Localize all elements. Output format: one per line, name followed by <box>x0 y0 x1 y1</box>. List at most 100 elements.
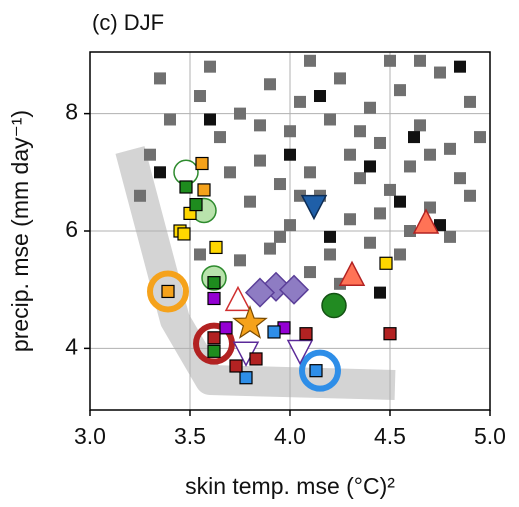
diamond-marker <box>278 274 310 305</box>
square-marker <box>179 180 193 194</box>
square-marker <box>264 78 276 91</box>
square-marker <box>274 178 286 191</box>
square-marker <box>177 227 191 241</box>
ring-marker <box>193 322 235 365</box>
square-marker <box>194 248 206 261</box>
triangle-marker <box>300 194 328 221</box>
y-tick-label: 6 <box>65 216 78 242</box>
square-marker <box>384 183 396 196</box>
marks <box>134 54 486 392</box>
square-marker <box>434 66 446 79</box>
square-marker <box>324 248 336 261</box>
x-tick-label: 3.0 <box>74 423 106 449</box>
ring-marker <box>147 270 189 313</box>
square-marker <box>384 54 396 67</box>
square-marker <box>309 364 323 378</box>
square-marker <box>154 166 166 179</box>
x-tick-label: 5.0 <box>474 423 506 449</box>
square-marker <box>267 325 281 339</box>
square-marker <box>189 197 203 212</box>
square-marker <box>194 90 206 103</box>
square-marker <box>464 95 476 108</box>
square-marker <box>354 125 366 138</box>
square-marker <box>334 72 346 85</box>
square-marker <box>274 230 286 243</box>
square-marker <box>195 156 209 171</box>
square-marker <box>299 327 313 341</box>
square-marker <box>214 131 226 144</box>
square-marker <box>249 352 263 366</box>
square-marker <box>304 166 316 179</box>
square-marker <box>164 113 176 126</box>
square-marker <box>264 242 276 255</box>
y-axis-label: precip. mse (mm day⁻¹) <box>7 110 33 352</box>
square-marker <box>354 172 366 185</box>
square-marker <box>394 84 406 97</box>
background-band <box>115 146 396 400</box>
circle-marker <box>321 292 347 319</box>
x-axis-label: skin temp. mse (°C)² <box>185 473 395 499</box>
square-marker <box>234 107 246 120</box>
square-marker <box>444 230 456 243</box>
square-marker <box>454 172 466 185</box>
square-marker <box>204 60 216 73</box>
square-marker <box>161 284 175 299</box>
square-marker <box>284 219 296 232</box>
square-marker <box>204 113 216 126</box>
square-marker <box>314 90 326 103</box>
square-marker <box>444 142 456 155</box>
square-marker <box>304 266 316 279</box>
square-marker <box>374 207 386 220</box>
square-marker <box>209 240 223 255</box>
ring-marker <box>299 349 341 392</box>
star-marker <box>232 304 268 339</box>
square-marker <box>154 72 166 85</box>
triangle-marker <box>338 260 366 286</box>
square-marker <box>424 148 436 161</box>
x-tick-label: 4.0 <box>274 423 306 449</box>
square-marker <box>414 54 426 67</box>
square-marker <box>134 189 146 202</box>
square-marker <box>304 54 316 67</box>
square-marker <box>284 125 296 138</box>
square-marker <box>408 131 420 144</box>
square-marker <box>474 131 486 144</box>
square-marker <box>364 101 376 114</box>
triangle-marker <box>412 208 440 234</box>
square-marker <box>404 225 416 237</box>
square-marker <box>374 286 386 299</box>
square-marker <box>364 236 376 249</box>
square-marker <box>294 95 306 108</box>
chart-title: (c) DJF <box>92 10 164 35</box>
square-marker <box>324 230 336 243</box>
square-marker <box>284 148 296 161</box>
diamond-marker <box>244 277 276 308</box>
square-marker <box>207 276 221 290</box>
y-tick-label: 4 <box>65 333 78 359</box>
square-marker <box>374 136 386 149</box>
square-marker <box>434 219 446 232</box>
square-marker <box>379 256 393 270</box>
square-marker <box>394 195 406 208</box>
square-marker <box>414 119 426 132</box>
square-marker <box>454 60 466 73</box>
square-marker <box>219 321 233 335</box>
square-marker <box>404 160 416 173</box>
square-marker <box>254 154 266 167</box>
square-marker <box>224 166 236 179</box>
ticks: 3.0 3.5 4.0 4.5 5.0 4 6 8 <box>65 99 506 449</box>
square-marker <box>144 148 156 161</box>
square-marker <box>464 189 476 202</box>
square-marker <box>394 248 406 261</box>
y-tick-label: 8 <box>65 99 78 125</box>
square-marker <box>239 371 253 385</box>
x-tick-label: 4.5 <box>374 423 406 449</box>
square-marker <box>344 213 356 226</box>
triangle-marker <box>286 339 314 366</box>
triangle-marker <box>224 285 252 312</box>
square-marker <box>207 291 221 306</box>
square-marker <box>229 359 243 373</box>
square-marker <box>207 331 221 345</box>
